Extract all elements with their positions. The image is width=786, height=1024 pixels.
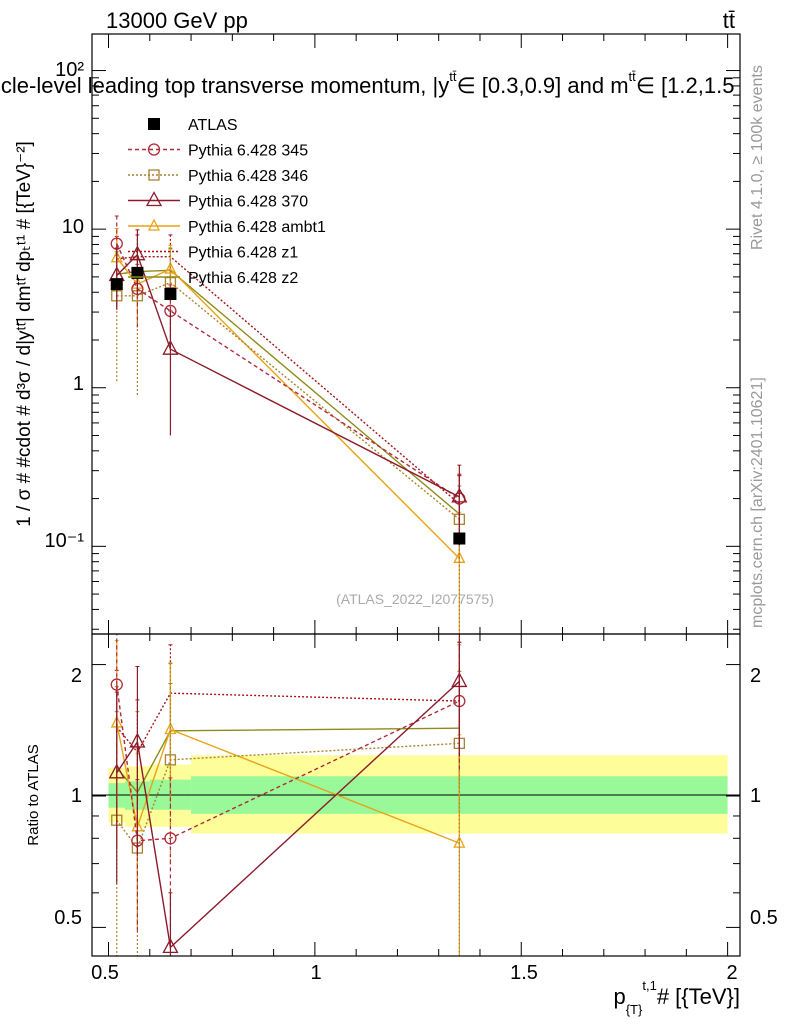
- legend-marker-p370: [145, 191, 163, 207]
- analysis-watermark: (ATLAS_2022_I2077575): [336, 591, 494, 607]
- ratio-plot-data: [108, 634, 468, 956]
- title-part2: ∈ [0.3,0.9] and m: [456, 73, 628, 98]
- legend-marker-atlas: [148, 118, 160, 130]
- line-p370-ratio: [116, 680, 460, 949]
- ratio-y-tick-labels: 0.5 1 2 0.5 1 2: [54, 665, 778, 929]
- legend-label-p346: Pythia 6.428 346: [188, 168, 308, 185]
- ratio-uncertainty-band: [108, 755, 728, 834]
- line-ambt1-main: [116, 257, 460, 559]
- header-left: 13000 GeV pp: [106, 8, 248, 33]
- xlabel: p{T} t,1# [{TeV}]: [613, 978, 740, 1017]
- marker-p370-main-1: [129, 245, 146, 261]
- legend-entry-z1: Pythia 6.428 z1: [128, 245, 298, 262]
- ytick-label-1: 1: [73, 373, 84, 395]
- marker-p346-ratio-2: [164, 754, 177, 766]
- xlabel-sub: {T}: [626, 1002, 643, 1017]
- ratio-frame: [91, 633, 741, 957]
- rivet-label: Rivet 4.1.0, ≥ 100k events: [749, 65, 766, 250]
- title-sup2: tt̄: [629, 69, 637, 84]
- marker-p370-ratio-3: [451, 672, 468, 688]
- legend-label-atlas: ATLAS: [188, 117, 238, 134]
- marker-p345-ratio-2: [164, 832, 177, 845]
- xtick-label-0.5: 0.5: [91, 962, 119, 984]
- marker-p370-ratio-0: [108, 763, 125, 779]
- title-sup1: tt̄: [449, 69, 457, 84]
- xtick-label-1: 1: [310, 962, 321, 984]
- xtick-label-2: 2: [726, 962, 737, 984]
- ytick-label-100: 10²: [55, 59, 84, 81]
- series-p346-main: [111, 247, 465, 634]
- marker-p370-main-2: [162, 339, 179, 355]
- marker-atlas-main-3: [453, 532, 466, 545]
- marker-p370-ratio-1: [129, 732, 146, 748]
- legend-entry-ambt1: Pythia 6.428 ambt1: [128, 218, 326, 236]
- title-part1: icle-level leading top transverse moment…: [0, 73, 449, 98]
- legend-entry-p370: Pythia 6.428 370: [128, 191, 308, 211]
- ratio-ytick-left-2: 2: [71, 665, 82, 687]
- marker-atlas-main-1: [131, 266, 144, 279]
- line-ambt1-ratio: [116, 722, 460, 844]
- ratio-ytick-left-0.5: 0.5: [54, 907, 82, 929]
- series-p370-ratio: [108, 634, 468, 956]
- marker-p345-ratio-0: [110, 678, 123, 691]
- legend: ATLAS Pythia 6.428 345 Pythia 6.428 346 Pyt…: [128, 117, 326, 287]
- xtick-label-1.5: 1.5: [510, 962, 538, 984]
- line-z2-ratio: [116, 727, 460, 794]
- xlabel-main: p: [613, 984, 625, 1009]
- marker-atlas-main-2: [164, 287, 177, 300]
- marker-p370-main-3: [451, 487, 468, 503]
- legend-label-p345: Pythia 6.428 345: [188, 143, 308, 160]
- main-plot-data: [108, 215, 468, 634]
- ratio-ytick-right-1: 1: [750, 785, 761, 807]
- line-z2-main: [116, 269, 460, 515]
- legend-label-ambt1: Pythia 6.428 ambt1: [188, 219, 326, 236]
- ratio-ytick-right-2: 2: [750, 665, 761, 687]
- legend-label-z1: Pythia 6.428 z1: [188, 245, 298, 262]
- legend-marker-ambt1: [147, 218, 161, 231]
- legend-entry-p345: Pythia 6.428 345: [128, 143, 308, 160]
- marker-ambt1-main-2: [164, 261, 177, 274]
- axis-ticks: [92, 34, 740, 956]
- line-p345-main: [116, 243, 460, 500]
- legend-entry-z2: Pythia 6.428 z2: [128, 270, 298, 287]
- header-right: tt̄: [723, 8, 735, 33]
- line-z1-ratio: [116, 692, 460, 754]
- plot-title: icle-level leading top transverse moment…: [0, 69, 734, 98]
- mcplots-label: mcplots.cern.ch [arXiv:2401.10621]: [749, 377, 766, 628]
- marker-atlas-main-0: [110, 278, 123, 291]
- ratio-ytick-left-1: 1: [71, 785, 82, 807]
- marker-p370-ratio-2: [162, 938, 179, 954]
- legend-marker-p346: [148, 169, 160, 181]
- main-y-tick-labels: 10⁻¹ 1 10 10²: [45, 59, 85, 552]
- legend-marker-p345: [147, 143, 161, 156]
- ytick-label-10: 10: [62, 216, 84, 238]
- line-p346-main: [116, 281, 460, 520]
- title-part3: ∈ [1.2,1.5: [636, 73, 735, 98]
- legend-label-p370: Pythia 6.428 370: [188, 194, 308, 211]
- line-p370-main: [116, 253, 460, 498]
- ratio-ytick-right-0.5: 0.5: [750, 907, 778, 929]
- xlabel-tail: # [{TeV}]: [657, 984, 740, 1009]
- xlabel-sup: t,1: [642, 978, 656, 993]
- x-tick-labels: 0.5 1 1.5 2: [91, 962, 737, 984]
- legend-entry-p346: Pythia 6.428 346: [128, 168, 308, 185]
- legend-label-z2: Pythia 6.428 z2: [188, 270, 298, 287]
- series-atlas-main: [110, 266, 466, 545]
- line-p345-ratio: [116, 684, 460, 842]
- line-z1-main: [116, 256, 460, 505]
- line-p346-ratio: [116, 742, 460, 850]
- main-ylabel: 1 / σ # #cdot # d³σ / d|yᵗᵗ̄| dmᵗᵗ̄ dpₜᵗ…: [14, 141, 35, 527]
- ratio-ylabel: Ratio to ATLAS: [25, 744, 42, 845]
- ytick-label-0.1: 10⁻¹: [45, 530, 85, 552]
- marker-ambt1-ratio-2: [164, 722, 177, 735]
- legend-entry-atlas: ATLAS: [148, 117, 238, 134]
